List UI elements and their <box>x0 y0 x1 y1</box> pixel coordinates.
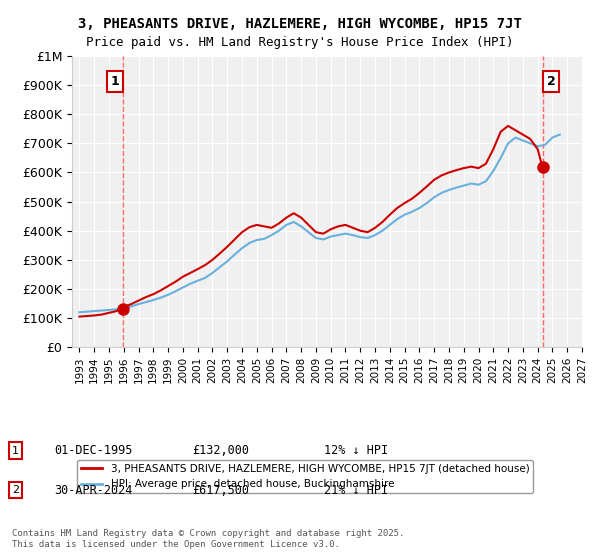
Text: 12% ↓ HPI: 12% ↓ HPI <box>324 444 388 458</box>
Text: 01-DEC-1995: 01-DEC-1995 <box>54 444 133 458</box>
Text: Contains HM Land Registry data © Crown copyright and database right 2025.
This d: Contains HM Land Registry data © Crown c… <box>12 529 404 549</box>
Text: 1: 1 <box>111 75 119 88</box>
Text: 1: 1 <box>12 446 19 456</box>
Text: 3, PHEASANTS DRIVE, HAZLEMERE, HIGH WYCOMBE, HP15 7JT: 3, PHEASANTS DRIVE, HAZLEMERE, HIGH WYCO… <box>78 17 522 31</box>
Text: £617,500: £617,500 <box>192 483 249 497</box>
Text: Price paid vs. HM Land Registry's House Price Index (HPI): Price paid vs. HM Land Registry's House … <box>86 36 514 49</box>
Legend: 3, PHEASANTS DRIVE, HAZLEMERE, HIGH WYCOMBE, HP15 7JT (detached house), HPI: Ave: 3, PHEASANTS DRIVE, HAZLEMERE, HIGH WYCO… <box>77 460 533 493</box>
Text: 30-APR-2024: 30-APR-2024 <box>54 483 133 497</box>
Text: 2: 2 <box>12 485 19 495</box>
Text: 2: 2 <box>547 75 556 88</box>
Text: £132,000: £132,000 <box>192 444 249 458</box>
Text: 21% ↓ HPI: 21% ↓ HPI <box>324 483 388 497</box>
